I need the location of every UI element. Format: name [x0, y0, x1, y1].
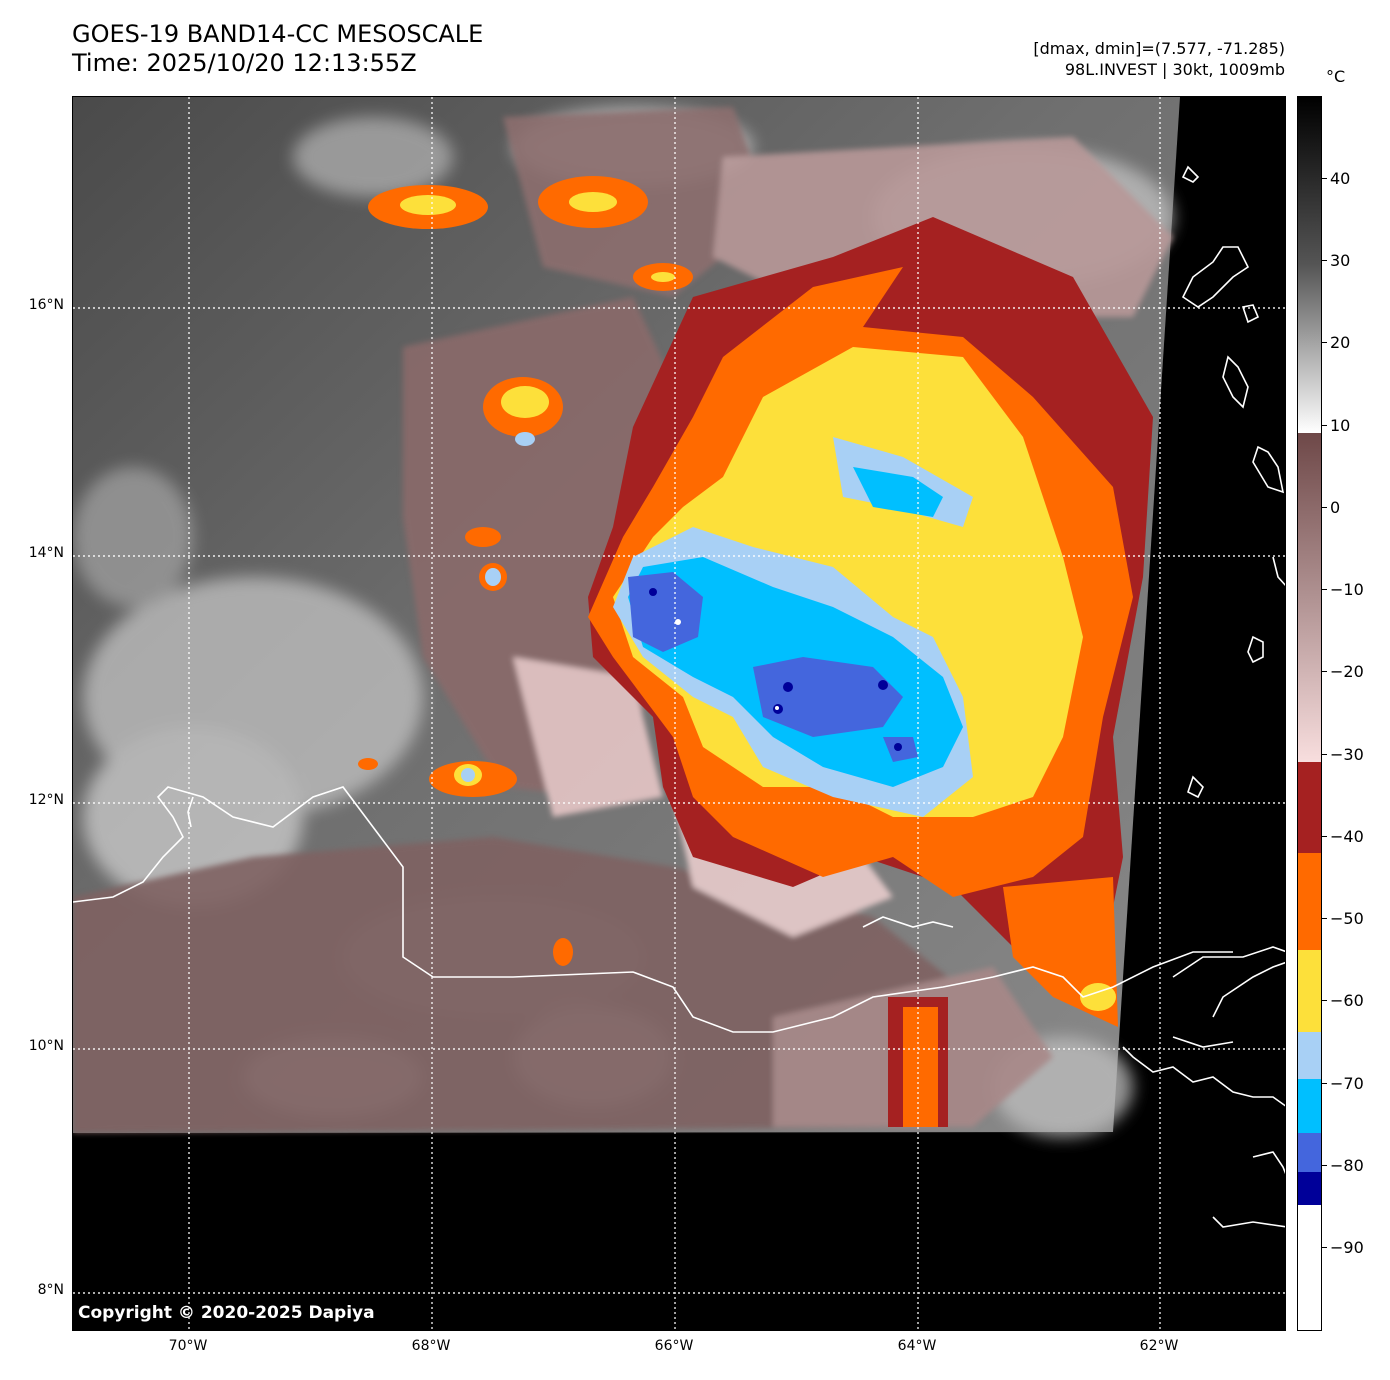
storm-info: [dmax, dmin]=(7.577, -71.285) 98L.INVEST …: [1033, 38, 1285, 80]
copyright-text: Copyright © 2020-2025 Dapiya: [78, 1303, 375, 1323]
colorbar-deepsky-segment: [1298, 1079, 1321, 1133]
cell-north-1: [368, 185, 488, 229]
colorbar-label-m10: −10: [1330, 580, 1364, 599]
colorbar-yellow-segment: [1298, 950, 1321, 1032]
colorbar-tick-40: [1322, 178, 1327, 179]
colorbar-brown-segment: [1298, 433, 1321, 762]
colorbar-tick-m90: [1322, 1247, 1327, 1248]
cell-south-3: [553, 938, 573, 966]
cell-mid-1: [483, 377, 563, 446]
lat-label-8n: 8°N: [37, 1282, 64, 1298]
title-line-1: GOES-19 BAND14-CC MESOSCALE: [72, 20, 484, 48]
colorbar-label-m70: −70: [1330, 1074, 1364, 1093]
colorbar-tick-30: [1322, 260, 1327, 261]
cell-mid-3: [465, 527, 501, 547]
convective-system: [588, 217, 1153, 967]
title-line-2: Time: 2025/10/20 12:13:55Z: [72, 49, 417, 77]
colorbar-tick-m40: [1322, 836, 1327, 837]
chart-title: GOES-19 BAND14-CC MESOSCALE Time: 2025/10…: [72, 20, 483, 78]
colorbar-lightblue-segment: [1298, 1032, 1321, 1079]
invest-text: 98L.INVEST | 30kt, 1009mb: [1064, 60, 1285, 79]
lon-label-64w: 64°W: [897, 1338, 937, 1354]
colorbar-navy-segment: [1298, 1172, 1321, 1205]
cell-north-2: [538, 176, 648, 228]
cell-mid-2: [479, 563, 507, 591]
colorbar-tick-20: [1322, 342, 1327, 343]
lat-label-10n: 10°N: [28, 1038, 64, 1054]
colorbar-unit: °C: [1326, 67, 1346, 86]
graticule: [73, 97, 1285, 1330]
colorbar-tick-m80: [1322, 1165, 1327, 1166]
colorbar-label-m20: −20: [1330, 662, 1364, 681]
colorbar-tick-m10: [1322, 589, 1327, 590]
cell-east-2: [1003, 877, 1118, 1027]
lon-label-66w: 66°W: [654, 1338, 694, 1354]
colorbar-label-30: 30: [1330, 251, 1351, 270]
colorbar-label-m50: −50: [1330, 909, 1364, 928]
satellite-image: [73, 97, 1285, 1330]
colorbar-label-0: 0: [1330, 498, 1341, 517]
colorbar-tick-m50: [1322, 918, 1327, 919]
colorbar-label-20: 20: [1330, 333, 1351, 352]
scattered-cells: [358, 176, 1118, 1127]
colorbar-tick-0: [1322, 507, 1327, 508]
satellite-map: [72, 96, 1286, 1331]
colorbar-orange-segment: [1298, 853, 1321, 950]
colorbar-white-segment: [1298, 1205, 1321, 1330]
cell-south-1: [429, 761, 517, 797]
colorbar-tick-m20: [1322, 671, 1327, 672]
colorbar-darkred-segment: [1298, 762, 1321, 853]
lat-label-14n: 14°N: [28, 545, 64, 561]
colorbar-royalblue-segment: [1298, 1133, 1321, 1172]
colorbar-label-10: 10: [1330, 416, 1351, 435]
colorbar-scale: [1298, 97, 1321, 1330]
colorbar-label-40: 40: [1330, 169, 1351, 188]
colorbar-label-m40: −40: [1330, 827, 1364, 846]
dmax-dmin-text: [dmax, dmin]=(7.577, -71.285): [1033, 39, 1285, 58]
lon-label-62w: 62°W: [1139, 1338, 1179, 1354]
colorbar-tick-10: [1322, 425, 1327, 426]
colorbar-tick-m70: [1322, 1083, 1327, 1084]
colorbar-gray-segment: [1298, 97, 1321, 433]
lon-label-70w: 70°W: [168, 1338, 208, 1354]
lat-label-12n: 12°N: [28, 792, 64, 808]
coastlines: [73, 165, 1285, 1228]
cell-north-3: [633, 263, 693, 291]
colorbar-label-m90: −90: [1330, 1238, 1364, 1257]
colorbar-label-m30: −30: [1330, 745, 1364, 764]
cell-south-2: [358, 758, 378, 770]
lat-label-16n: 16°N: [28, 297, 64, 313]
colorbar: [1297, 96, 1322, 1331]
colorbar-label-m60: −60: [1330, 991, 1364, 1010]
lon-label-68w: 68°W: [411, 1338, 451, 1354]
colorbar-tick-m30: [1322, 754, 1327, 755]
colorbar-label-m80: −80: [1330, 1156, 1364, 1175]
colorbar-tick-m60: [1322, 1000, 1327, 1001]
